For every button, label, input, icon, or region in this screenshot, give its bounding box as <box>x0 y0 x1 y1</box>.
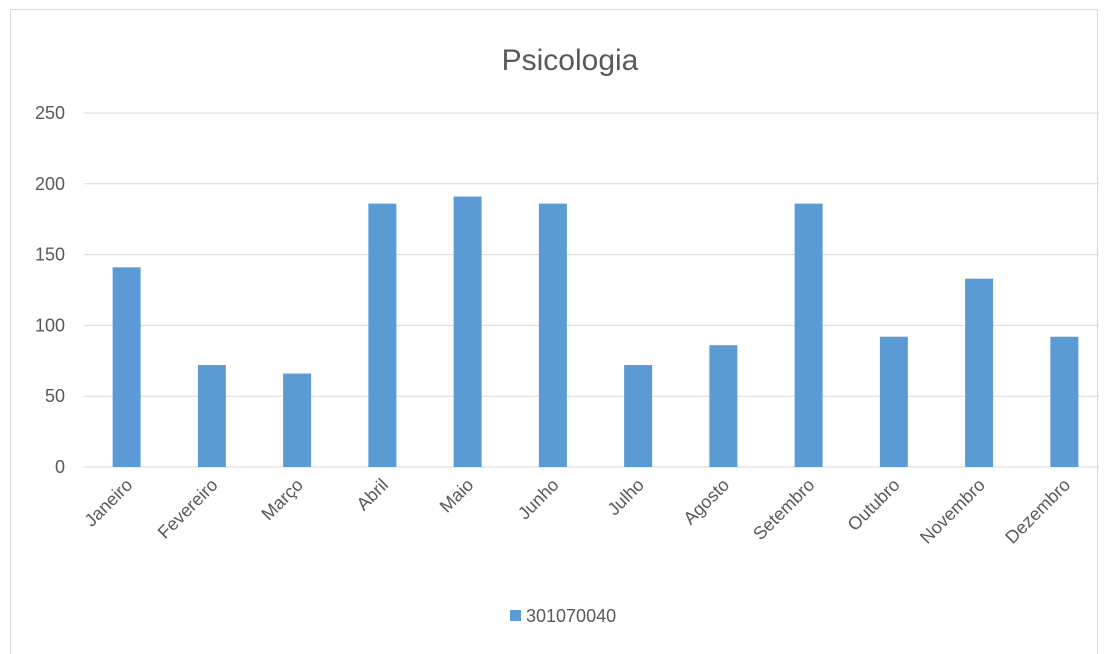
bar-maio <box>453 196 482 467</box>
y-axis-ticks: 0 50 100 150 200 250 <box>35 103 65 477</box>
legend: 301070040 <box>510 606 616 626</box>
chart-frame: Psicologia 0 50 100 150 200 250 Janeiro Fevere… <box>10 9 1107 654</box>
grid-layer <box>84 112 1107 468</box>
x-tick-label-novembro: Novembro <box>916 475 989 548</box>
x-tick-label-março: Março <box>257 475 307 525</box>
y-tick-label-0: 0 <box>55 457 65 477</box>
x-tick-label-setembro: Setembro <box>749 475 818 544</box>
y-tick-label-50: 50 <box>45 386 65 406</box>
bar-julho <box>624 365 653 467</box>
x-tick-label-abril: Abril <box>353 475 393 515</box>
x-tick-label-dezembro: Dezembro <box>1001 475 1074 548</box>
bar-janeiro <box>112 267 141 467</box>
legend-swatch <box>510 610 521 621</box>
bar-novembro <box>965 278 994 467</box>
x-tick-label-outubro: Outubro <box>844 475 904 535</box>
bar-março <box>283 373 312 467</box>
chart-svg: Psicologia 0 50 100 150 200 250 Janeiro Fevere… <box>35 44 1107 626</box>
x-axis-ticks: Janeiro Fevereiro Março Abril Maio Junho Julho… <box>81 475 1075 548</box>
x-tick-label-maio: Maio <box>436 475 478 517</box>
bar-abril <box>368 203 397 467</box>
bar-fevereiro <box>197 365 226 467</box>
bar-junho <box>538 203 567 467</box>
bar-agosto <box>709 345 738 467</box>
bar-outubro <box>879 336 908 467</box>
bar-dezembro <box>1050 336 1079 467</box>
x-tick-label-junho: Junho <box>514 475 563 524</box>
y-tick-label-250: 250 <box>35 103 65 123</box>
chart-title: Psicologia <box>502 44 639 77</box>
x-tick-label-fevereiro: Fevereiro <box>154 475 222 543</box>
bar-layer <box>112 196 1079 467</box>
y-tick-label-150: 150 <box>35 245 65 265</box>
x-tick-label-julho: Julho <box>603 475 648 520</box>
y-tick-label-200: 200 <box>35 174 65 194</box>
bar-setembro <box>794 203 823 467</box>
x-tick-label-agosto: Agosto <box>679 475 733 529</box>
legend-label: 301070040 <box>526 606 616 626</box>
y-tick-label-100: 100 <box>35 315 65 335</box>
x-tick-label-janeiro: Janeiro <box>81 475 137 531</box>
